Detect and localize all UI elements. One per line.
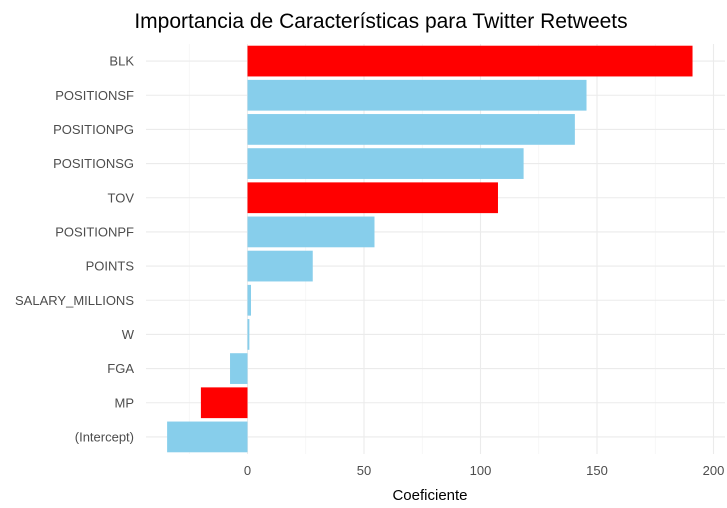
category-labels: BLK POSITIONSF POSITIONPG POSITIONSG TOV POSI… bbox=[15, 54, 135, 445]
bars bbox=[167, 45, 693, 453]
x-tick-label: 150 bbox=[586, 463, 608, 478]
category-label: TOV bbox=[108, 190, 135, 205]
category-label: W bbox=[122, 327, 135, 342]
x-tick-label: 100 bbox=[470, 463, 492, 478]
bar-positionpf bbox=[247, 216, 375, 248]
bar-tov bbox=[247, 182, 498, 214]
x-tick-label: 50 bbox=[357, 463, 371, 478]
bar-intercept bbox=[167, 421, 248, 453]
bar-positionpg bbox=[247, 114, 575, 145]
x-axis-title: Coeficiente bbox=[392, 487, 467, 504]
category-label: SALARY_MILLIONS bbox=[15, 293, 134, 308]
bar-fga bbox=[230, 353, 248, 384]
category-label: POSITIONSG bbox=[53, 156, 134, 171]
bar-positionsg bbox=[247, 148, 524, 179]
bar-points bbox=[247, 250, 313, 282]
category-label: POSITIONPF bbox=[55, 224, 134, 239]
category-label: (Intercept) bbox=[75, 429, 134, 444]
bar-positionsf bbox=[247, 79, 587, 111]
category-label: POSITIONPG bbox=[53, 122, 134, 137]
bar-mp bbox=[200, 387, 248, 419]
x-tick-label: 200 bbox=[703, 463, 725, 478]
bar-w bbox=[247, 319, 250, 350]
category-label: POINTS bbox=[86, 259, 135, 274]
category-label: BLK bbox=[109, 54, 134, 69]
category-label: POSITIONSF bbox=[55, 88, 134, 103]
chart-title: Importancia de Características para Twit… bbox=[134, 10, 627, 33]
bar-blk bbox=[247, 45, 693, 77]
category-label: MP bbox=[115, 395, 135, 410]
bar-salary-millions bbox=[247, 284, 251, 316]
category-label: FGA bbox=[107, 361, 134, 376]
x-tick-label: 0 bbox=[244, 463, 251, 478]
x-tick-labels: 0 50 100 150 200 bbox=[244, 463, 724, 478]
